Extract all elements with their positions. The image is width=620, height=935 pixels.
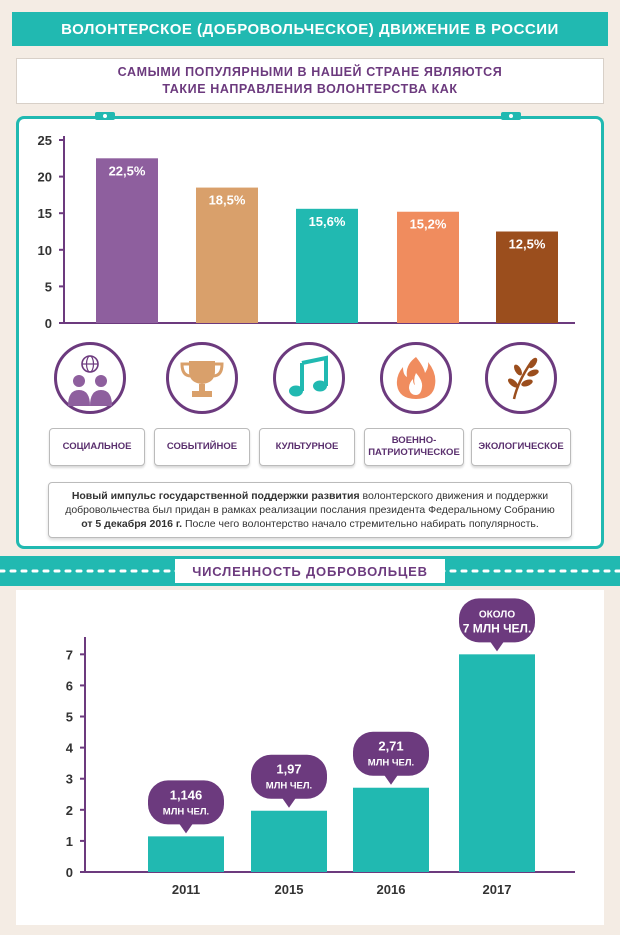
branch-icon <box>508 357 539 400</box>
music-note-icon <box>289 355 328 397</box>
callout-line-1: 1,97 <box>276 762 301 777</box>
y-tick-label: 7 <box>66 647 73 662</box>
volunteers-bar-chart: 0 1 2 3 4 5 6 7 2011 1,146 МЛН ЧЕЛ. 2015 1,97 МЛН ЧЕЛ… <box>66 598 575 897</box>
category-social: СОЦИАЛЬНОЕ <box>49 428 145 466</box>
callout-bubble <box>148 780 224 825</box>
fire-icon <box>396 357 436 399</box>
y-tick-label: 3 <box>66 772 73 787</box>
people-globe-icon <box>68 355 112 406</box>
page-header: ВОЛОНТЕРСКОЕ (ДОБРОВОЛЬЧЕСКОЕ) ДВИЖЕНИЕ … <box>12 12 608 46</box>
x-tick-label: 2016 <box>377 882 406 897</box>
subtitle-line-1: САМЫМИ ПОПУЛЯРНЫМИ В НАШЕЙ СТРАНЕ ЯВЛЯЮТ… <box>117 65 503 79</box>
y-tick-label: 10 <box>38 243 52 258</box>
note-text-1: волонтерского движения и поддержки добро… <box>65 490 555 516</box>
y-tick-label: 25 <box>38 133 52 148</box>
y-tick-label: 20 <box>38 170 52 185</box>
y-tick-label: 5 <box>66 710 73 725</box>
clip-left-icon <box>95 112 115 120</box>
bar <box>148 836 224 872</box>
callout-pointer <box>282 797 296 808</box>
callout-line-2: МЛН ЧЕЛ. <box>163 806 209 817</box>
callout-line-2: МЛН ЧЕЛ. <box>368 758 414 769</box>
callout-pointer <box>179 823 193 834</box>
callout-pointer <box>384 774 398 785</box>
category-culture: КУЛЬТУРНОЕ <box>259 428 355 466</box>
subtitle-line-2: ТАКИЕ НАПРАВЛЕНИЯ ВОЛОНТЕРСТВА КАК <box>162 82 458 96</box>
bar <box>296 208 358 323</box>
clip-right-icon <box>501 112 521 120</box>
bar-value-label: 22,5% <box>109 163 146 178</box>
icon-circle-social <box>54 342 126 414</box>
y-tick-label: 15 <box>38 206 52 221</box>
icon-circle-ecology <box>485 342 557 414</box>
y-tick-label: 2 <box>66 803 73 818</box>
y-tick-label: 1 <box>66 834 73 849</box>
trophy-icon <box>180 361 224 397</box>
bar <box>397 211 459 323</box>
y-tick-label: 6 <box>66 678 73 693</box>
icon-circle-military <box>380 342 452 414</box>
bar-value-label: 15,6% <box>309 214 346 229</box>
category-ecology: ЭКОЛОГИЧЕСКОЕ <box>471 428 571 466</box>
subtitle-box: САМЫМИ ПОПУЛЯРНЫМИ В НАШЕЙ СТРАНЕ ЯВЛЯЮТ… <box>16 58 604 104</box>
y-tick-label: 4 <box>66 741 74 756</box>
bar-value-label: 18,5% <box>209 193 246 208</box>
category-military: ВОЕННО- ПАТРИОТИЧЕСКОЕ <box>364 428 464 466</box>
note-bold-1: Новый импульс государственной поддержки … <box>71 490 360 502</box>
callout-line-1: 1,146 <box>170 787 203 802</box>
callout-bubble <box>459 598 535 643</box>
x-tick-label: 2017 <box>483 882 512 897</box>
y-tick-label: 0 <box>45 316 52 331</box>
callout-line-2: 7 МЛН ЧЕЛ. <box>463 621 532 635</box>
directions-bar-chart: 0 5 10 15 20 25 22,5% 18,5% 15,6% 15,2% 12,5% <box>38 133 575 331</box>
icon-circle-event <box>166 342 238 414</box>
bar <box>459 654 535 872</box>
note-text-2: После чего волонтерство начало стремител… <box>182 518 539 530</box>
bar <box>251 810 327 872</box>
section-title: ЧИСЛЕННОСТЬ ДОБРОВОЛЬЦЕВ <box>175 559 445 583</box>
bar <box>496 231 558 323</box>
callout-pointer <box>490 641 504 652</box>
bar <box>353 787 429 872</box>
bar <box>196 187 258 323</box>
callout-line-2: МЛН ЧЕЛ. <box>266 781 312 792</box>
y-tick-label: 5 <box>45 279 52 294</box>
info-note: Новый импульс государственной поддержки … <box>48 482 572 538</box>
callout-bubble <box>251 754 327 799</box>
icon-circle-culture <box>273 342 345 414</box>
category-event: СОБЫТИЙНОЕ <box>154 428 250 466</box>
bar <box>96 158 158 323</box>
bar-value-label: 15,2% <box>410 217 447 232</box>
callout-line-1: ОКОЛО <box>479 609 515 620</box>
callout-bubble <box>353 731 429 776</box>
note-bold-2: от 5 декабря 2016 г. <box>81 518 183 530</box>
page-title: ВОЛОНТЕРСКОЕ (ДОБРОВОЛЬЧЕСКОЕ) ДВИЖЕНИЕ … <box>61 20 559 38</box>
bar-value-label: 12,5% <box>509 237 546 252</box>
y-tick-label: 0 <box>66 865 73 880</box>
x-tick-label: 2015 <box>275 882 304 897</box>
callout-line-1: 2,71 <box>378 739 403 754</box>
x-tick-label: 2011 <box>172 882 200 897</box>
